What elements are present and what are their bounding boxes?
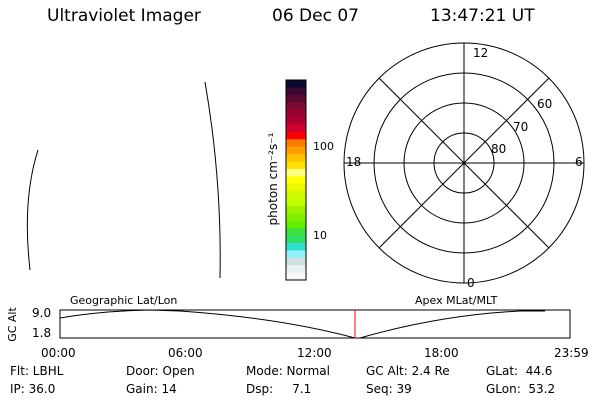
colorbar-segment — [286, 102, 306, 111]
apex-label: Apex MLat/MLT — [415, 294, 498, 307]
colorbar-segment — [286, 213, 306, 222]
colorbar-segment — [286, 124, 306, 133]
earth-limb-left — [26, 149, 39, 271]
x-tick-end: 23:59 — [554, 346, 589, 360]
seq: Seq: 39 — [366, 382, 412, 396]
colorbar-segment — [286, 109, 306, 118]
colorbar-segment — [286, 272, 306, 281]
instrument-title: Ultraviolet Imager — [47, 6, 201, 26]
colorbar — [286, 80, 306, 281]
y-tick-9: 9.0 — [32, 306, 52, 320]
colorbar-segment — [286, 242, 306, 251]
mlt-0: 0 — [467, 276, 475, 290]
x-tick-0: 00:00 — [41, 346, 76, 360]
gc-alt: GC Alt: 2.4 Re — [366, 364, 450, 378]
colorbar-segment — [286, 220, 306, 229]
colorbar-segment — [286, 250, 306, 259]
lat-70: 70 — [513, 120, 529, 134]
colorbar-segment — [286, 131, 306, 140]
mode: Mode: Normal — [246, 364, 330, 378]
colorbar-segment — [286, 146, 306, 155]
polar-grid — [343, 42, 585, 284]
glat: GLat: 44.6 — [486, 364, 553, 378]
timeline-plot — [59, 309, 571, 339]
ip: IP: 36.0 — [10, 382, 56, 396]
colorbar-label: photon cm⁻²s⁻¹ — [266, 132, 280, 226]
lat-80: 80 — [491, 142, 507, 156]
colorbar-frame — [285, 79, 307, 281]
colorbar-segment — [286, 154, 306, 162]
colorbar-segment — [286, 265, 306, 274]
colorbar-segment — [286, 198, 306, 207]
colorbar-segment — [286, 257, 306, 266]
mlt-18: 18 — [346, 155, 362, 169]
colorbar-segment — [286, 176, 306, 185]
colorbar-tick-10: 10 — [313, 229, 327, 242]
colorbar-segment — [286, 117, 306, 125]
colorbar-segment — [286, 94, 306, 103]
mlt-6: 6 — [575, 155, 583, 169]
colorbar-segment — [286, 80, 306, 88]
gain: Gain: 14 — [126, 382, 177, 396]
colorbar-segment — [286, 168, 306, 177]
colorbar-segment — [286, 183, 306, 192]
door: Door: Open — [126, 364, 195, 378]
colorbar-segment — [286, 205, 306, 214]
colorbar-segment — [286, 191, 306, 200]
x-tick-6: 06:00 — [168, 346, 203, 360]
date-label: 06 Dec 07 — [272, 6, 359, 26]
colorbar-segment — [286, 139, 306, 148]
y-tick-1-8: 1.8 — [32, 326, 52, 340]
glon: GLon: 53.2 — [486, 382, 556, 396]
colorbar-segment — [286, 228, 306, 237]
geographic-label: Geographic Lat/Lon — [70, 294, 178, 307]
dsp: Dsp: 7.1 — [246, 382, 312, 396]
x-tick-18: 18:00 — [424, 346, 459, 360]
x-tick-12: 12:00 — [297, 346, 332, 360]
lat-60: 60 — [537, 97, 553, 111]
colorbar-segment — [286, 87, 306, 96]
mlt-12: 12 — [473, 46, 489, 60]
colorbar-segment — [286, 161, 306, 170]
earth-limb-right — [204, 81, 221, 279]
time-label: 13:47:21 UT — [430, 6, 535, 26]
image-panel — [26, 81, 221, 279]
colorbar-segment — [286, 235, 306, 244]
colorbar-tick-100: 100 — [313, 140, 334, 153]
filter: Flt: LBHL — [10, 364, 64, 378]
gc-alt-axis-label: GC Alt — [5, 307, 19, 342]
